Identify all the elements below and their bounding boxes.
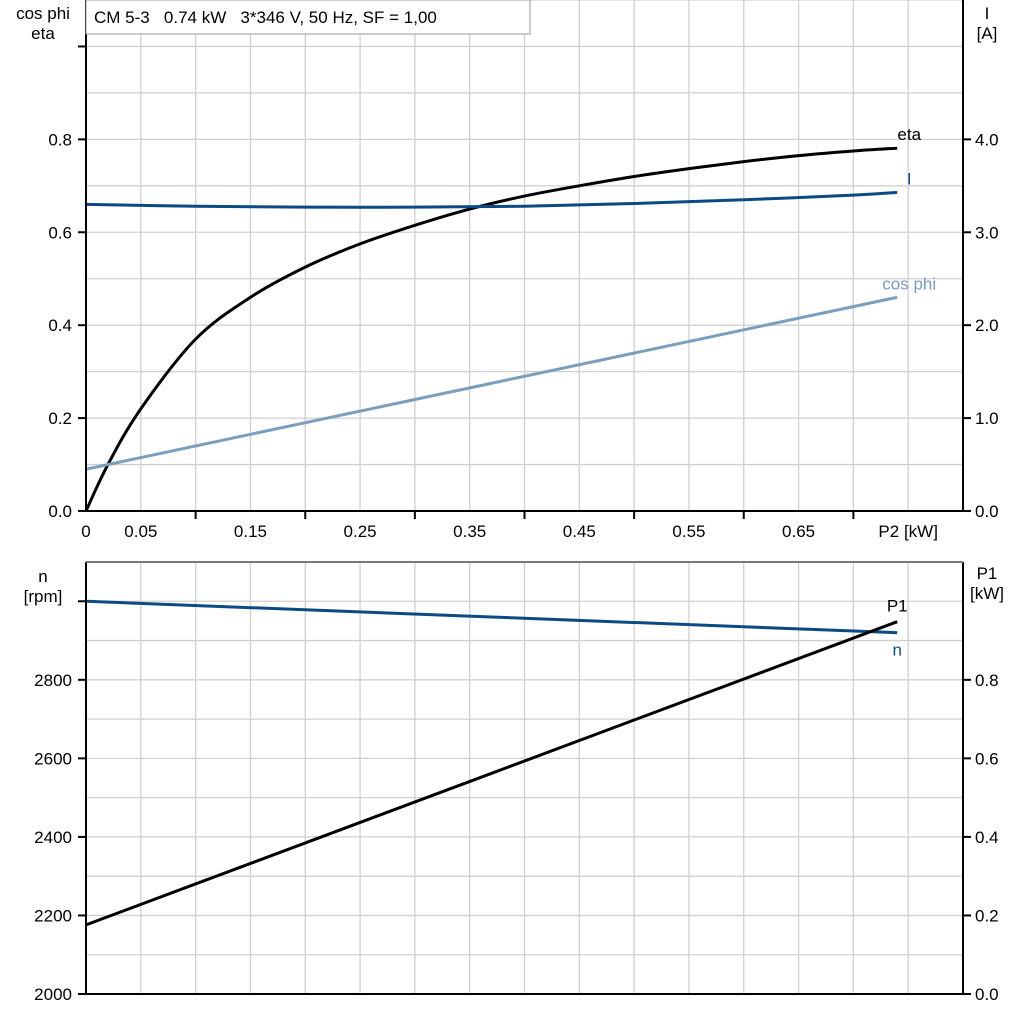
- y-right-axis-label: I: [985, 4, 990, 23]
- y-left-tick-label: 2000: [34, 985, 72, 1004]
- y-left-tick-label: 2200: [34, 906, 72, 925]
- series-label-I: I: [907, 169, 912, 188]
- y-right-tick-label: 0.6: [975, 749, 999, 768]
- y-left-tick-label: 2800: [34, 671, 72, 690]
- y-left-tick-label: 0.4: [48, 316, 72, 335]
- y-right-tick-label: 0.2: [975, 906, 999, 925]
- y-left-tick-label: 2600: [34, 749, 72, 768]
- y-left-axis-label: cos phi: [16, 4, 70, 23]
- series-line-I: [85, 190, 898, 209]
- y-left-tick-label: 2400: [34, 828, 72, 847]
- series-label-cos-phi: cos phi: [882, 274, 936, 293]
- y-left-tick-label: 0.6: [48, 223, 72, 242]
- x-tick-label: 0.15: [234, 522, 267, 541]
- x-tick-label: 0.55: [672, 522, 705, 541]
- x-tick-label: 0.25: [344, 522, 377, 541]
- y-left-axis-label: n: [38, 567, 47, 586]
- series-line-eta: [84, 146, 898, 512]
- y-right-axis-label: [A]: [977, 24, 998, 43]
- y-right-tick-label: 2.0: [975, 316, 999, 335]
- y-right-tick-label: 1.0: [975, 409, 999, 428]
- y-left-axis-label: eta: [31, 24, 55, 43]
- y-left-axis-label: [rpm]: [24, 587, 63, 606]
- y-right-tick-label: 0.0: [975, 985, 999, 1004]
- y-right-tick-label: 4.0: [975, 130, 999, 149]
- series-line-n: [85, 599, 898, 635]
- series-line-P1: [85, 620, 898, 927]
- y-left-tick-label: 0.2: [48, 409, 72, 428]
- x-tick-label: 0.05: [124, 522, 157, 541]
- y-left-tick-label: 0.0: [48, 502, 72, 521]
- series-line-cos-phi: [85, 295, 898, 471]
- y-right-tick-label: 3.0: [975, 223, 999, 242]
- x-tick-label: 0.35: [453, 522, 486, 541]
- series-label-P1: P1: [887, 597, 908, 616]
- series-label-n: n: [892, 641, 901, 660]
- y-right-axis-label: [kW]: [970, 584, 1004, 603]
- x-axis-label: P2 [kW]: [878, 522, 938, 541]
- title-box: CM 5-3 0.74 kW 3*346 V, 50 Hz, SF = 1,00: [85, 0, 531, 35]
- series-label-eta: eta: [897, 125, 921, 144]
- x-tick-label: 0: [81, 522, 90, 541]
- y-right-tick-label: 0.0: [975, 502, 999, 521]
- x-tick-label: 0.65: [782, 522, 815, 541]
- y-right-tick-label: 0.8: [975, 671, 999, 690]
- x-tick-label: 0.45: [563, 522, 596, 541]
- chart-title: CM 5-3 0.74 kW 3*346 V, 50 Hz, SF = 1,00: [94, 8, 437, 27]
- y-right-axis-label: P1: [977, 564, 998, 583]
- y-left-tick-label: 0.8: [48, 130, 72, 149]
- y-right-tick-label: 0.4: [975, 828, 999, 847]
